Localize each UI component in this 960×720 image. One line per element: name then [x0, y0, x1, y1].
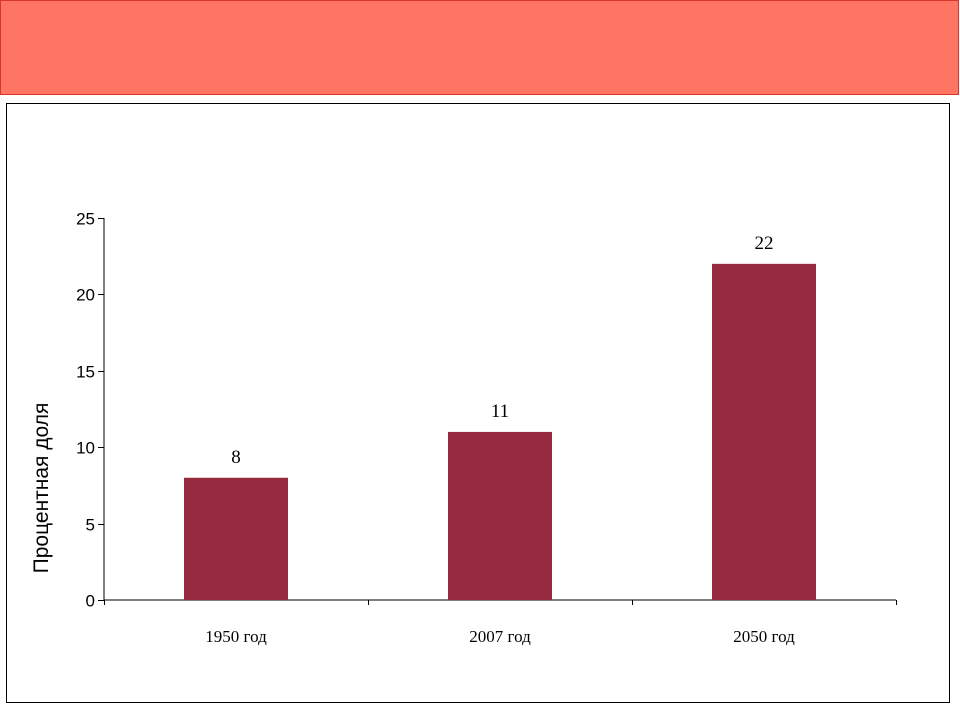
value-label-2050: 22: [755, 233, 774, 254]
y-tick-label-15: 15: [76, 363, 95, 382]
value-label-2007: 11: [491, 401, 509, 422]
y-tick-label-0: 0: [86, 592, 95, 611]
y-tick-label-25: 25: [76, 210, 95, 229]
bar-2007: [447, 431, 553, 600]
bar-2050: [711, 263, 817, 600]
y-tick-label-10: 10: [76, 439, 95, 458]
bar-1950: [183, 477, 289, 600]
y-tick-label-20: 20: [76, 286, 95, 305]
bar-chart: Процентная доля 0 5 10 15 20 25 8 1950 год 11 200…: [30, 210, 897, 646]
category-label-2050: 2050 год: [733, 627, 795, 646]
header-band: [0, 0, 959, 95]
y-tick-label-5: 5: [86, 516, 95, 535]
y-axis-title: Процентная доля: [30, 403, 53, 574]
value-label-1950: 8: [231, 447, 241, 468]
category-label-1950: 1950 год: [205, 627, 267, 646]
category-label-2007: 2007 год: [469, 627, 531, 646]
